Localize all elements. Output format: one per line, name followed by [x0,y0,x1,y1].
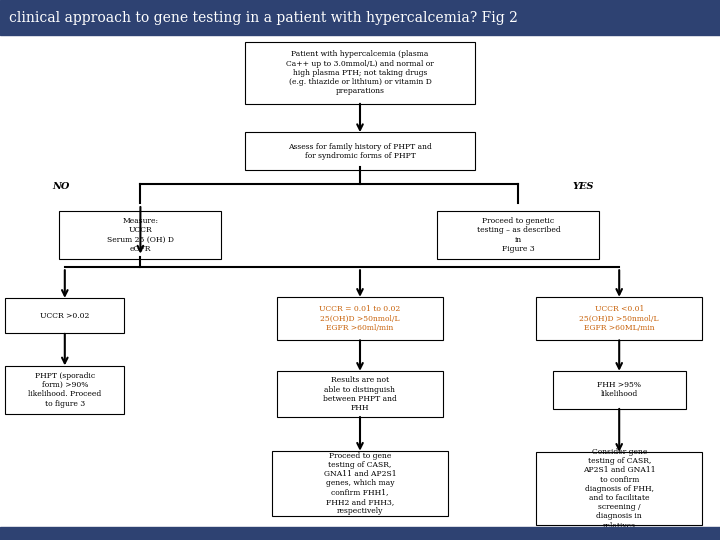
Text: UCCR = 0.01 to 0.02
25(OH)D >50nmol/L
EGFR >60ml/min: UCCR = 0.01 to 0.02 25(OH)D >50nmol/L EG… [320,306,400,332]
Text: YES: YES [572,183,594,191]
Text: Patient with hypercalcemia (plasma
Ca++ up to 3.0mmol/L) and normal or
high plas: Patient with hypercalcemia (plasma Ca++ … [286,51,434,95]
Text: clinical approach to gene testing in a patient with hypercalcemia? Fig 2: clinical approach to gene testing in a p… [9,11,518,24]
FancyBboxPatch shape [245,42,475,104]
Text: Assess for family history of PHPT and
for syndromic forms of PHPT: Assess for family history of PHPT and fo… [288,143,432,160]
Text: Measure:
UCCR
Serum 25 (OH) D
eGFR: Measure: UCCR Serum 25 (OH) D eGFR [107,217,174,253]
Text: FHH >95%
likelihood: FHH >95% likelihood [597,381,642,399]
FancyBboxPatch shape [536,453,702,525]
FancyBboxPatch shape [5,298,125,333]
Text: Proceed to genetic
testing – as described
in
Figure 3: Proceed to genetic testing – as describe… [477,217,560,253]
FancyBboxPatch shape [60,211,222,259]
Text: UCCR >0.02: UCCR >0.02 [40,312,89,320]
FancyBboxPatch shape [0,526,720,540]
FancyBboxPatch shape [438,211,599,259]
FancyBboxPatch shape [536,297,702,340]
Text: PHPT (sporadic
form) >90%
likelihood. Proceed
to figure 3: PHPT (sporadic form) >90% likelihood. Pr… [28,372,102,408]
Text: Consider gene
testing of CASR,
AP2S1 and GNA11
to confirm
diagnosis of FHH,
and : Consider gene testing of CASR, AP2S1 and… [583,448,655,530]
Text: Results are not
able to distinguish
between PHPT and
FHH: Results are not able to distinguish betw… [323,376,397,412]
Text: UCCR <0.01
25(OH)D >50nmol/L
EGFR >60ML/min: UCCR <0.01 25(OH)D >50nmol/L EGFR >60ML/… [580,306,659,332]
FancyBboxPatch shape [277,297,443,340]
Text: NO: NO [53,183,70,191]
FancyBboxPatch shape [272,451,448,516]
Text: Proceed to gene
testing of CASR,
GNA11 and AP2S1
genes, which may
confirm FHH1,
: Proceed to gene testing of CASR, GNA11 a… [324,451,396,515]
FancyBboxPatch shape [5,366,125,414]
FancyBboxPatch shape [0,0,720,35]
FancyBboxPatch shape [277,372,443,417]
FancyBboxPatch shape [245,132,475,170]
FancyBboxPatch shape [553,371,685,409]
